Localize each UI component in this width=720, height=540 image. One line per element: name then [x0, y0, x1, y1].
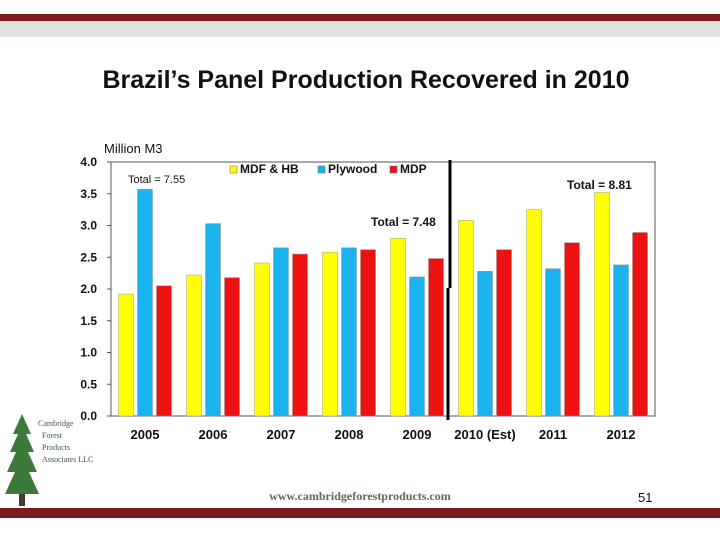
x-tick-label: 2011: [539, 427, 567, 442]
panel-production-chart: Million M3 0.0 0.5 1.0 1.5 2.0 2.5 3.0 3.5 4.0 200…: [80, 141, 656, 442]
top-band: [0, 21, 720, 37]
logo-line-1: Cambridge: [38, 419, 74, 428]
bar-mdf-hb-2006: [186, 274, 202, 417]
bottom-accent-bar: [0, 508, 720, 518]
bar-mdf-hb-2011: [526, 209, 542, 417]
legend-label-plywood: Plywood: [328, 162, 377, 176]
bar-mdf-hb-2010-est-: [458, 220, 474, 417]
y-tick-label: 1.0: [80, 346, 97, 360]
x-tick-label: 2006: [199, 427, 228, 442]
company-logo: Cambridge Forest Products Associates LLC: [5, 414, 93, 506]
annotation-total-right: Total = 8.81: [567, 178, 632, 192]
y-axis-label: Million M3: [104, 141, 163, 156]
legend-swatch-mdf-hb: [229, 165, 238, 174]
bar-mdp-2010-est-: [496, 249, 512, 417]
bar-plywood-2011: [545, 268, 561, 417]
bar-plywood-2010-est-: [477, 270, 493, 417]
bar-mdp-2008: [360, 249, 376, 417]
x-tick-label: 2005: [131, 427, 160, 442]
x-tick-label: 2008: [335, 427, 364, 442]
annotation-total-left: Total = 7.55: [128, 174, 185, 186]
y-tick-label: 0.5: [80, 377, 97, 391]
y-tick-label: 1.5: [80, 314, 97, 328]
annotation-total-middle: Total = 7.48: [371, 215, 436, 229]
bar-mdp-2009: [428, 258, 444, 417]
bar-plywood-2008: [341, 247, 357, 417]
bar-mdp-2005: [156, 285, 172, 417]
top-accent-bar: [0, 14, 720, 21]
bar-plywood-2012: [613, 264, 629, 417]
bar-mdf-hb-2007: [254, 262, 270, 417]
logo-line-4: Associates LLC: [42, 455, 93, 464]
x-tick-label: 2007: [267, 427, 296, 442]
footer-url[interactable]: www.cambridgeforestproducts.com: [269, 489, 451, 503]
logo-line-2: Forest: [42, 431, 63, 440]
y-tick-label: 0.0: [80, 409, 97, 423]
x-tick-label: 2010 (Est): [454, 427, 515, 442]
bar-mdf-hb-2005: [118, 293, 134, 417]
bar-plywood-2009: [409, 276, 425, 417]
x-tick-label: 2009: [403, 427, 432, 442]
x-tick-label: 2012: [607, 427, 636, 442]
y-tick-label: 2.0: [80, 282, 97, 296]
bar-plywood-2007: [273, 247, 289, 417]
bar-mdf-hb-2008: [322, 251, 338, 417]
legend-swatch-plywood: [317, 165, 326, 174]
bar-plywood-2006: [205, 223, 221, 417]
bar-mdp-2011: [564, 242, 580, 417]
logo-line-3: Products: [42, 443, 70, 452]
legend-swatch-mdp: [389, 165, 398, 174]
bar-mdp-2006: [224, 277, 240, 417]
tree-icon: [5, 414, 39, 506]
y-tick-label: 3.0: [80, 219, 97, 233]
page-number: 51: [638, 490, 653, 505]
bar-plywood-2005: [137, 189, 153, 417]
bar-mdf-hb-2012: [594, 192, 610, 417]
bar-mdp-2012: [632, 232, 648, 417]
bar-mdf-hb-2009: [390, 237, 406, 417]
legend-label-mdf-hb: MDF & HB: [240, 162, 299, 176]
bar-mdp-2007: [292, 253, 308, 417]
y-tick-label: 3.5: [80, 187, 97, 201]
y-tick-label: 2.5: [80, 250, 97, 264]
y-tick-label: 4.0: [80, 155, 97, 169]
slide-title: Brazil’s Panel Production Recovered in 2…: [102, 66, 630, 94]
legend-label-mdp: MDP: [400, 162, 427, 176]
